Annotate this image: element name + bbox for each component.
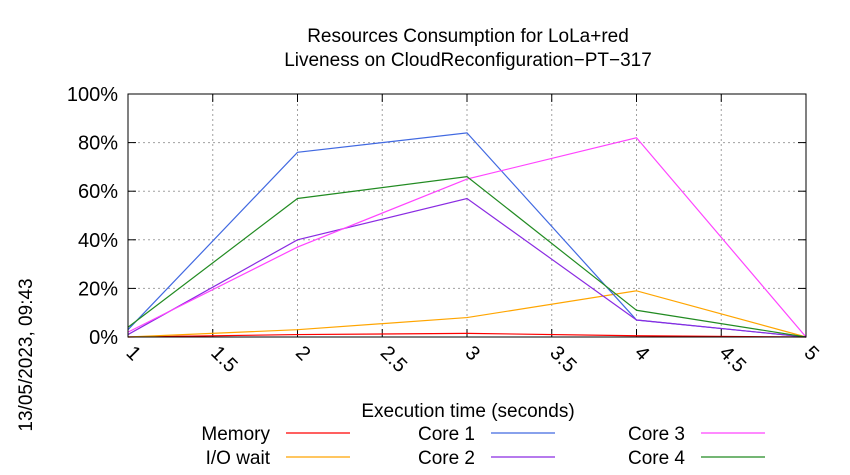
legend-label: Core 4 (628, 448, 685, 469)
x-tick-label: 3 (461, 342, 484, 365)
series-line-i-o-wait (127, 290, 807, 338)
legend-label: I/O wait (206, 448, 271, 469)
series-line-core-2 (127, 197, 807, 338)
x-axis-label: Execution time (seconds) (361, 401, 574, 422)
x-tick-label: 3.5 (545, 342, 580, 377)
x-tick-label: 1 (122, 342, 145, 365)
legend-label: Core 1 (418, 424, 475, 445)
legend-label: Core 3 (628, 424, 685, 445)
series-line-core-4 (127, 175, 807, 338)
y-tick-labels: 0% 20% 40% 60% 80% 100% (67, 84, 118, 349)
series-line-core-3 (127, 137, 807, 338)
y-tick-label: 40% (78, 230, 118, 252)
x-tick-label: 1.5 (206, 342, 241, 377)
x-tick-label: 4.5 (715, 342, 750, 377)
y-tick-label: 0% (89, 327, 118, 349)
plot-frame (127, 93, 807, 338)
legend-label: Core 2 (418, 448, 475, 469)
legend-label: Memory (201, 424, 270, 445)
grid (127, 93, 807, 338)
y-tick-label: 80% (78, 133, 118, 155)
x-tick-label: 4 (630, 342, 653, 365)
y-tick-label: 60% (78, 181, 118, 203)
x-tick-label: 2.5 (376, 342, 411, 377)
chart-subtitle: Liveness on CloudReconfiguration−PT−317 (284, 50, 652, 71)
y-tick-label: 100% (67, 84, 118, 106)
series-line-memory (127, 332, 807, 338)
timestamp: 13/05/2023, 09:43 (16, 278, 37, 431)
x-tick-label: 2 (291, 342, 314, 365)
series-lines (127, 132, 807, 338)
x-tick-labels: 1 1.5 2 2.5 3 3.5 4 4.5 5 (122, 342, 823, 377)
legend: Memory I/O wait Core 1 Core 2 Core 3 Core 4 (201, 424, 765, 469)
chart-title: Resources Consumption for LoLa+red (307, 26, 629, 47)
y-tick-label: 20% (78, 278, 118, 300)
x-tick-label: 5 (800, 342, 823, 365)
